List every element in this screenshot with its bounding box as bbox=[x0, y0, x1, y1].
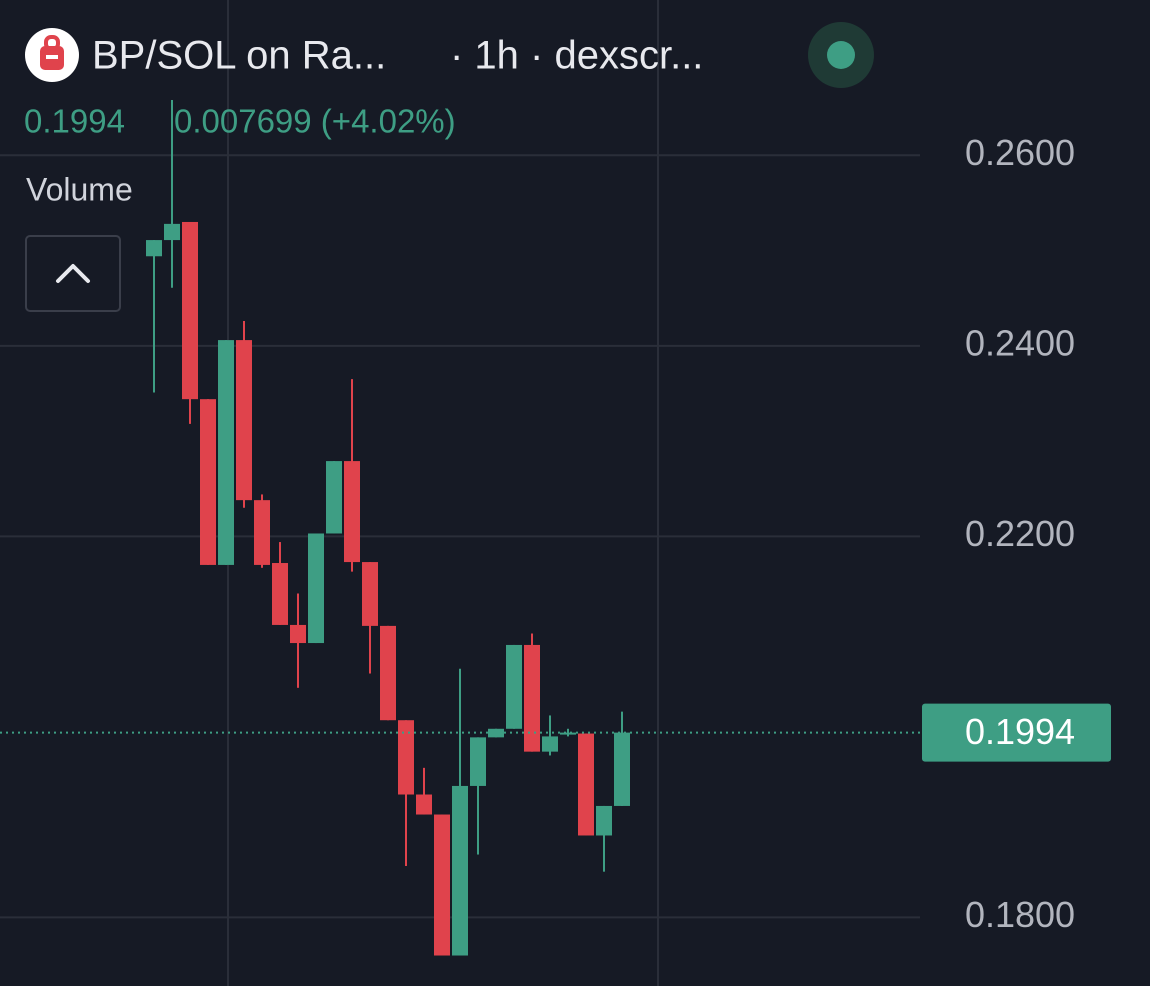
candle-body bbox=[146, 240, 162, 257]
candle-body bbox=[524, 644, 540, 752]
candle-body bbox=[434, 814, 450, 956]
price-axis: 0.1800 0.2200 0.2400 0.2600 0.1994 bbox=[922, 132, 1111, 935]
candle-body bbox=[272, 563, 288, 625]
candle-body bbox=[236, 340, 252, 501]
last-price-label: 0.1994 bbox=[965, 711, 1075, 752]
candle-body bbox=[362, 562, 378, 626]
candle-body bbox=[470, 737, 486, 786]
symbol-icon bbox=[25, 28, 79, 82]
last-price-badge bbox=[922, 703, 1111, 762]
candle-body bbox=[380, 625, 396, 721]
y-tick-label: 0.2200 bbox=[965, 513, 1075, 554]
candle-body bbox=[614, 732, 630, 806]
chart-title: BP/SOL on Ra... bbox=[92, 34, 386, 78]
candle-body bbox=[506, 644, 522, 729]
candle-body bbox=[308, 533, 324, 644]
collapse-button[interactable] bbox=[25, 235, 121, 312]
legend-change: 0.007699 (+4.02%) bbox=[174, 103, 456, 140]
y-tick-label: 0.2600 bbox=[965, 132, 1075, 173]
candle-body bbox=[578, 733, 594, 836]
candle-body bbox=[200, 399, 216, 565]
candle-body bbox=[452, 785, 468, 956]
candle-body bbox=[326, 461, 342, 534]
indicator-label: Volume bbox=[26, 171, 133, 207]
candle-body bbox=[218, 340, 234, 565]
y-tick-label: 0.2400 bbox=[965, 322, 1075, 363]
status-dot bbox=[827, 41, 855, 69]
candle-body bbox=[182, 221, 198, 400]
candle-body bbox=[416, 794, 432, 815]
candle-body bbox=[164, 223, 180, 241]
legend-close: 0.1994 bbox=[24, 103, 125, 140]
candle-body bbox=[344, 461, 360, 563]
candle-body bbox=[290, 624, 306, 644]
candle-body bbox=[398, 720, 414, 795]
chart-subtitle: · 1h · dexscr... bbox=[450, 34, 703, 78]
candle-body bbox=[488, 728, 504, 738]
candle-body bbox=[560, 732, 576, 735]
candle-body bbox=[254, 500, 270, 565]
y-tick-label: 0.1800 bbox=[965, 894, 1075, 935]
candle-body bbox=[542, 736, 558, 752]
candles bbox=[0, 100, 922, 956]
candle-body bbox=[596, 805, 612, 836]
